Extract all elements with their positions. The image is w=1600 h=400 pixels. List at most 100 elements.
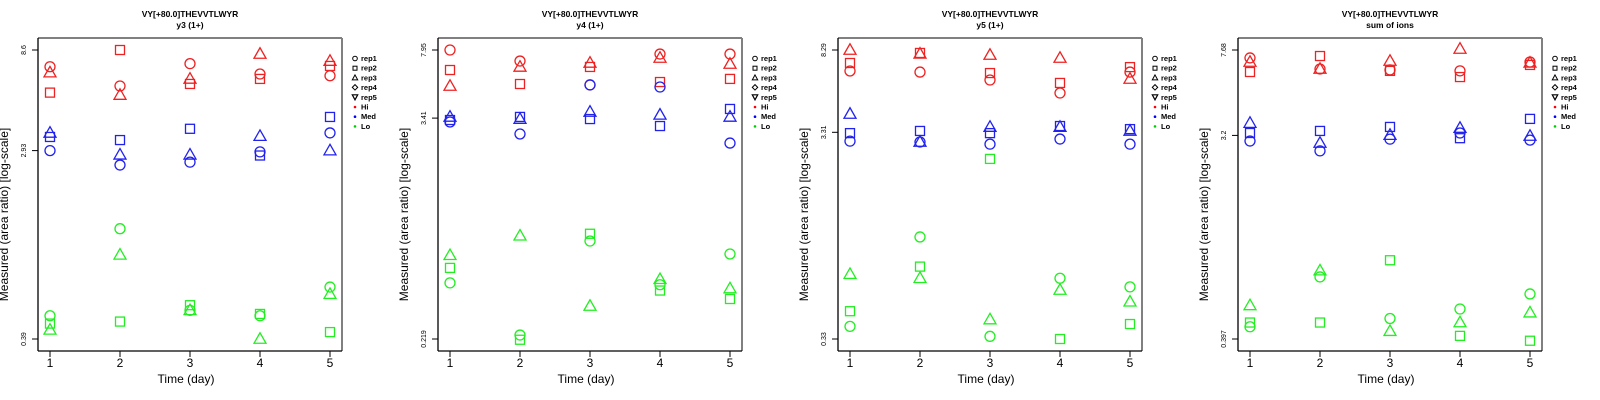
- point-med-rep2: [654, 120, 666, 132]
- point-med-rep1: [514, 128, 526, 140]
- point-med-rep1: [984, 138, 996, 150]
- point-lo-rep1: [654, 279, 666, 291]
- point-lo-rep1: [724, 248, 736, 260]
- point-lo-rep3: [982, 311, 998, 325]
- point-med-rep1: [324, 127, 336, 139]
- x-tick-label: 5: [1527, 356, 1534, 370]
- point-lo-rep2: [724, 293, 736, 305]
- legend-label: rep4: [361, 83, 378, 92]
- point-lo-rep1: [1454, 303, 1466, 315]
- legend-label: rep3: [1161, 73, 1177, 82]
- point-hi-rep3: [1522, 55, 1538, 68]
- point-hi-rep2: [44, 87, 56, 98]
- legend-label: Med: [361, 112, 376, 121]
- point-lo-rep3: [512, 228, 528, 241]
- point-hi-rep2: [654, 76, 666, 88]
- legend-label: Lo: [761, 122, 771, 131]
- point-lo-rep2: [1054, 333, 1066, 345]
- legend-label: Med: [1561, 112, 1576, 121]
- x-tick-label: 2: [917, 356, 924, 370]
- legend-label: Hi: [361, 103, 369, 112]
- points: [842, 42, 1138, 345]
- legend-dot-icon: [1553, 105, 1557, 109]
- point-hi-rep3: [842, 42, 858, 55]
- chart-subtitle: y3 (1+): [176, 20, 203, 30]
- point-hi-rep3: [512, 59, 528, 72]
- point-lo-rep2: [1524, 335, 1536, 346]
- point-hi-rep3: [1052, 50, 1068, 63]
- point-lo-rep3: [252, 331, 268, 344]
- legend-square-icon: [752, 65, 758, 71]
- point-lo-rep2: [1124, 318, 1136, 330]
- legend-square-icon: [352, 65, 358, 71]
- point-lo-rep3: [582, 298, 598, 311]
- x-axis-label: Time (day): [558, 372, 615, 386]
- legend-label: rep1: [361, 54, 377, 63]
- point-hi-rep1: [844, 65, 856, 77]
- point-hi-rep1: [1054, 87, 1066, 99]
- legend-label: rep2: [1161, 64, 1177, 73]
- legend-triangle-up-icon: [751, 73, 759, 81]
- point-lo-rep3: [652, 271, 668, 285]
- points: [442, 44, 738, 345]
- point-lo-rep2: [444, 262, 456, 274]
- y-axis-label: Measured (area ratio) [log-scale]: [0, 128, 11, 301]
- point-lo-rep1: [844, 320, 856, 333]
- point-lo-rep2: [584, 228, 596, 239]
- point-med-rep3: [512, 111, 528, 124]
- point-hi-rep2: [1244, 66, 1256, 78]
- legend-label: rep5: [761, 93, 777, 102]
- legend-label: rep3: [1561, 73, 1577, 82]
- point-hi-rep3: [252, 46, 268, 59]
- legend-label: Lo: [1161, 122, 1171, 131]
- point-lo-rep3: [1522, 305, 1538, 318]
- point-hi-rep3: [1122, 71, 1138, 84]
- point-hi-rep3: [442, 78, 458, 91]
- legend-label: rep1: [761, 54, 777, 63]
- point-lo-rep2: [654, 285, 666, 296]
- point-hi-rep1: [444, 44, 456, 56]
- x-tick-label: 4: [1057, 356, 1064, 370]
- point-hi-rep3: [322, 53, 338, 66]
- legend-label: rep5: [361, 93, 377, 102]
- point-lo-rep3: [442, 247, 458, 261]
- point-hi-rep1: [514, 55, 526, 67]
- point-lo-rep3: [1122, 294, 1138, 307]
- point-lo-rep2: [984, 153, 996, 165]
- chart-title: VY[+80.0]THEVVTLWYR: [942, 9, 1039, 19]
- point-hi-rep1: [1454, 65, 1466, 77]
- y-tick-label: 7.95: [421, 43, 428, 57]
- legend-label: rep2: [361, 64, 377, 73]
- point-med-rep3: [1522, 128, 1538, 141]
- legend-label: rep2: [1561, 64, 1577, 73]
- point-med-rep3: [652, 107, 668, 120]
- legend-dot-icon: [753, 125, 757, 128]
- point-hi-rep3: [652, 50, 668, 63]
- legend-circle-icon: [1152, 55, 1158, 62]
- point-lo-rep1: [444, 277, 456, 289]
- x-tick-label: 3: [1387, 356, 1394, 370]
- point-lo-rep2: [114, 316, 126, 327]
- legend-dot-icon: [1553, 125, 1557, 128]
- point-hi-rep2: [1314, 50, 1326, 62]
- point-lo-rep2: [254, 308, 266, 320]
- point-lo-rep2: [324, 326, 336, 338]
- point-hi-rep2: [724, 73, 736, 85]
- x-tick-label: 3: [187, 356, 194, 370]
- legend-label: rep4: [1561, 83, 1578, 92]
- legend-label: rep5: [1561, 93, 1577, 102]
- legend-label: rep2: [761, 64, 777, 73]
- legend-label: Lo: [1561, 122, 1571, 131]
- point-lo-rep2: [184, 300, 196, 311]
- point-lo-rep2: [914, 261, 926, 272]
- point-med-rep1: [114, 159, 126, 171]
- point-med-rep1: [1314, 145, 1326, 157]
- point-hi-rep2: [114, 44, 126, 56]
- point-lo-rep2: [1384, 255, 1396, 266]
- point-med-rep1: [254, 146, 266, 158]
- legend-label: rep5: [1161, 93, 1177, 102]
- point-lo-rep1: [914, 231, 926, 243]
